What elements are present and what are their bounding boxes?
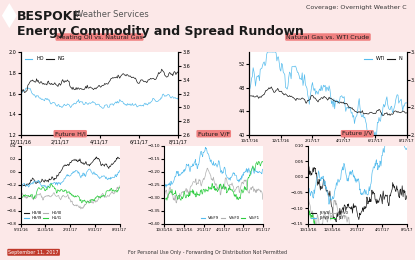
Legend: H8/I8, H9/I9, H0/I0, H1/I1: H8/I8, H9/I9, H0/I0, H1/I1 [23, 210, 63, 222]
Text: Coverage: Overnight Weather C: Coverage: Overnight Weather C [306, 5, 407, 10]
Text: Future V/F: Future V/F [198, 131, 230, 136]
Text: BESPOKE: BESPOKE [17, 10, 81, 23]
Text: For Personal Use Only - Forwarding Or Distribution Not Permitted: For Personal Use Only - Forwarding Or Di… [128, 250, 287, 255]
Legend: WTI, N: WTI, N [362, 54, 404, 63]
Legend: HO, NG: HO, NG [23, 54, 67, 63]
Text: Weather Services: Weather Services [75, 10, 149, 20]
Legend: V8/F9, V9/F0, V0/F1: V8/F9, V9/F0, V0/F1 [199, 214, 261, 222]
Text: Future H/I: Future H/I [55, 131, 85, 136]
Text: September 11, 2017: September 11, 2017 [8, 250, 59, 255]
Text: Heating Oil vs. Natural Gas: Heating Oil vs. Natural Gas [57, 35, 142, 40]
Text: Future J/V: Future J/V [342, 131, 372, 136]
Polygon shape [2, 3, 17, 28]
Text: Energy Commodity and Spread Rundown: Energy Commodity and Spread Rundown [17, 25, 303, 38]
Text: Natural Gas vs. WTI Crude: Natural Gas vs. WTI Crude [286, 35, 369, 40]
Legend: J8/V8, J9/V9, J0/V0, J1/: J8/V8, J9/V9, J0/V0, J1/ [310, 210, 349, 222]
